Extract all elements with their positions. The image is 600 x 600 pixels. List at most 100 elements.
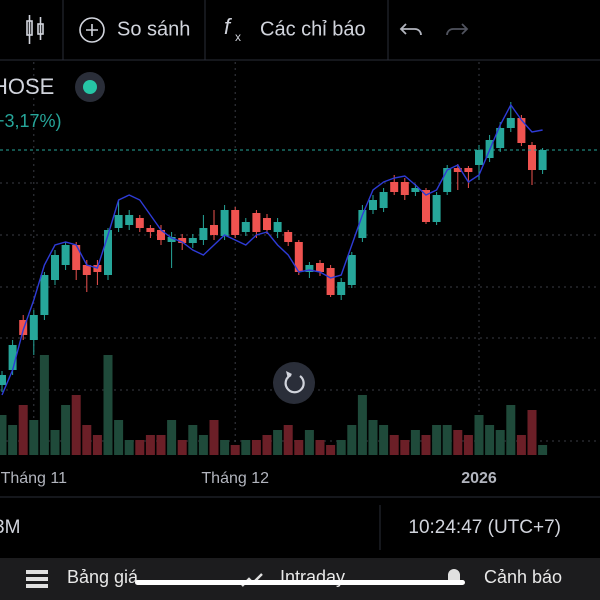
volume-bar xyxy=(220,440,230,455)
volume-bar xyxy=(463,435,473,455)
volume-bar xyxy=(442,425,452,455)
volume-bar xyxy=(495,430,505,455)
candle-body xyxy=(390,182,399,192)
candle-body xyxy=(82,265,91,275)
volume-bar xyxy=(177,440,187,455)
candle-body xyxy=(178,238,187,243)
volume-bar xyxy=(283,425,293,455)
volume-bar xyxy=(50,430,60,455)
volume-bar xyxy=(92,435,102,455)
candle-body xyxy=(135,218,144,228)
reset-button[interactable] xyxy=(273,362,315,404)
volume-bar xyxy=(347,425,357,455)
candle-body xyxy=(475,150,483,165)
compare-button[interactable]: So sánh xyxy=(79,17,190,43)
exchange: HOSE xyxy=(0,74,54,99)
candle-body xyxy=(538,150,547,170)
volume-label: 3M xyxy=(0,517,20,538)
candle-body xyxy=(241,222,250,232)
redo-icon[interactable] xyxy=(446,23,469,36)
candle-body xyxy=(379,192,388,208)
candle-body xyxy=(464,168,473,172)
candle-body xyxy=(316,263,324,272)
volume-bar xyxy=(71,395,81,455)
volume-bar xyxy=(103,355,113,455)
volume-bar xyxy=(379,425,389,455)
volume-bar xyxy=(474,415,484,455)
x-tick-label: Tháng 12 xyxy=(201,470,269,487)
candle-body xyxy=(506,118,515,128)
volume-bar xyxy=(241,440,251,455)
candle-body xyxy=(432,195,441,222)
candle-body xyxy=(167,237,176,242)
candle-body xyxy=(252,213,261,232)
reset-icon xyxy=(284,373,305,394)
candle-icon[interactable] xyxy=(26,15,44,44)
volume-bar xyxy=(315,440,325,455)
nav-alert[interactable]: Cảnh báo xyxy=(484,567,562,587)
candle-body xyxy=(453,168,462,172)
candle-body xyxy=(51,255,59,280)
indicators-button[interactable]: f x Các chỉ báo xyxy=(224,14,366,44)
candle-body xyxy=(284,232,293,242)
status-dot xyxy=(83,80,97,94)
candle-body xyxy=(347,255,356,285)
reset-icon xyxy=(286,371,292,379)
candle-body xyxy=(19,320,28,335)
candle-body xyxy=(326,268,335,295)
compare-label[interactable]: So sánh xyxy=(117,18,190,40)
candle-body xyxy=(146,228,155,232)
candle-body xyxy=(29,315,38,340)
volume-bar xyxy=(273,430,283,455)
candle-body xyxy=(61,245,70,265)
candle-body xyxy=(72,245,81,270)
candle-body xyxy=(273,222,282,232)
change: +3,17%) xyxy=(0,111,62,131)
candle-body xyxy=(125,215,134,225)
volume-bar xyxy=(39,355,49,455)
candle-body xyxy=(528,145,536,170)
volume-bar xyxy=(82,425,92,455)
volume-bar xyxy=(410,430,420,455)
volume-bar xyxy=(389,435,399,455)
volume-bar xyxy=(357,395,367,455)
candle-body xyxy=(337,282,346,295)
volume-bar xyxy=(0,415,7,455)
volume-bar xyxy=(527,410,537,455)
list-icon[interactable] xyxy=(26,570,48,588)
volume-bar xyxy=(145,435,155,455)
candle-body xyxy=(157,230,165,240)
candle-body xyxy=(0,375,6,385)
volume-bar xyxy=(188,425,198,455)
volume-bar xyxy=(8,425,18,455)
candle-body xyxy=(496,128,505,148)
volume-bar xyxy=(61,405,71,455)
candle-body xyxy=(358,210,367,238)
candle-body xyxy=(104,230,112,275)
volume-bar xyxy=(506,405,516,455)
candle-body xyxy=(8,345,17,370)
home-indicator xyxy=(135,580,465,585)
nav-price-board[interactable]: Bảng giá xyxy=(67,567,139,587)
bottom-nav xyxy=(0,558,600,600)
indicators-label[interactable]: Các chỉ báo xyxy=(260,18,366,40)
candle-body xyxy=(294,242,303,272)
moving-average xyxy=(1,103,543,396)
candle-body xyxy=(400,182,409,195)
volume-bar xyxy=(368,420,378,455)
toolbar-bg xyxy=(0,0,600,60)
undo-icon[interactable] xyxy=(399,23,422,36)
volume-bar xyxy=(421,435,431,455)
volume-bar xyxy=(304,430,314,455)
candle-body xyxy=(220,210,229,236)
volume-bar xyxy=(453,430,463,455)
volume-bar xyxy=(198,435,208,455)
volume-bar xyxy=(114,420,124,455)
candle-body xyxy=(411,188,420,192)
volume-bar xyxy=(432,425,442,455)
volume-bar xyxy=(485,425,495,455)
volume-bar xyxy=(167,420,177,455)
volume-bar xyxy=(230,445,240,455)
volume-bar xyxy=(18,405,28,455)
